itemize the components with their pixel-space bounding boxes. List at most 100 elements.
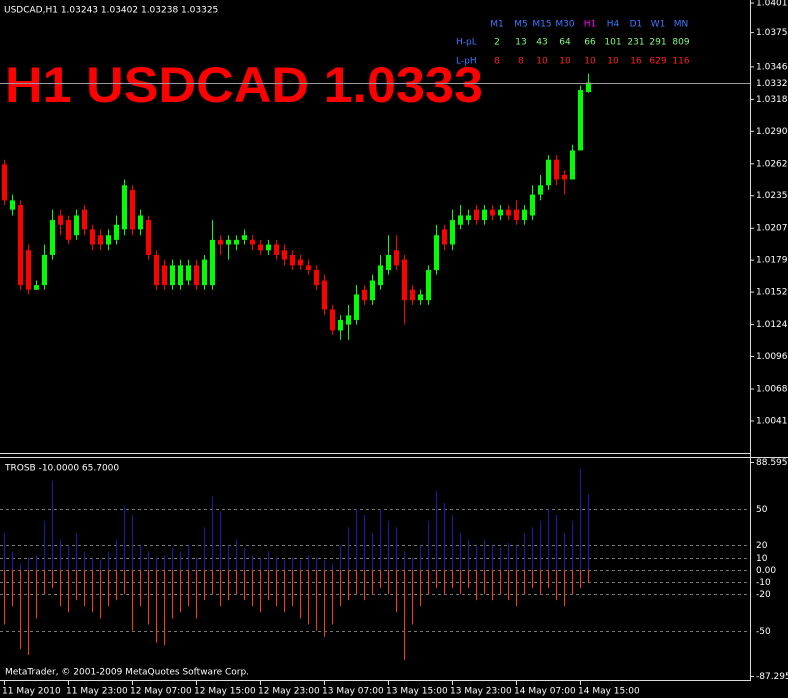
price-label-bg bbox=[752, 77, 788, 90]
candle-body bbox=[586, 82, 591, 93]
candle-body bbox=[458, 215, 463, 225]
candle-body bbox=[354, 294, 359, 320]
candle-body bbox=[58, 215, 63, 225]
table-cell: 101 bbox=[604, 38, 621, 48]
candle-body bbox=[386, 254, 391, 271]
footer: MetaTrader, © 2001-2009 MetaQuotes Softw… bbox=[5, 668, 249, 678]
table-cell: 116 bbox=[672, 57, 689, 67]
candle-body bbox=[522, 209, 527, 221]
x-tick-label: 14 May 07:00 bbox=[514, 687, 576, 697]
candle-body bbox=[82, 209, 87, 230]
candle-body bbox=[450, 220, 455, 245]
table-header: W1 bbox=[651, 20, 666, 30]
y-tick-label: -50 bbox=[756, 627, 771, 637]
candle-body bbox=[490, 209, 495, 216]
candle-body bbox=[162, 265, 167, 286]
candle-body bbox=[538, 185, 543, 195]
candle-body bbox=[114, 224, 119, 240]
chart-title: USDCAD,H1 1.03243 1.03402 1.03238 1.0332… bbox=[4, 6, 218, 16]
candle-body bbox=[402, 259, 407, 301]
candle-body bbox=[554, 159, 559, 180]
candle-body bbox=[418, 294, 423, 301]
y-tick-label: 1.00965 bbox=[756, 352, 788, 362]
table-cell: 10 bbox=[584, 57, 596, 67]
candle-body bbox=[242, 235, 247, 240]
y-tick-label: 20 bbox=[756, 541, 768, 551]
candle-body bbox=[298, 259, 303, 266]
y-tick-label: 1.01795 bbox=[756, 256, 788, 266]
y-tick-label: -87.295 bbox=[756, 672, 788, 682]
x-tick-label: 11 May 2010 bbox=[2, 687, 61, 697]
candle-body bbox=[498, 209, 503, 216]
candle-body bbox=[546, 159, 551, 186]
table-cell: 10 bbox=[559, 57, 571, 67]
y-tick-label: 10 bbox=[756, 554, 768, 564]
candle-body bbox=[338, 319, 343, 331]
candle-body bbox=[322, 280, 327, 310]
candle-body bbox=[154, 254, 159, 286]
candle-body bbox=[178, 265, 183, 286]
table-cell: 13 bbox=[515, 38, 526, 48]
y-tick-label: 1.03180 bbox=[756, 95, 788, 105]
y-tick-label: 1.02625 bbox=[756, 159, 788, 169]
x-tick-label: 11 May 23:00 bbox=[66, 687, 128, 697]
candle-body bbox=[362, 289, 367, 301]
candle-body bbox=[370, 280, 375, 301]
candle-body bbox=[290, 254, 295, 266]
candle-body bbox=[466, 215, 471, 221]
y-tick-label: -10 bbox=[756, 578, 771, 588]
annotation: H1 USDCAD 1.0333 bbox=[5, 57, 483, 113]
x-tick-label: 14 May 15:00 bbox=[578, 687, 640, 697]
table-cell: 291 bbox=[649, 38, 666, 48]
table-header: M5 bbox=[514, 20, 528, 30]
candle-body bbox=[50, 220, 55, 255]
candle-body bbox=[42, 254, 47, 286]
candle-body bbox=[570, 150, 575, 180]
y-tick-label: 1.02350 bbox=[756, 191, 788, 201]
candle-body bbox=[130, 189, 135, 230]
table-cell: 231 bbox=[627, 38, 644, 48]
candle-body bbox=[98, 235, 103, 245]
price-label: 1.03325 bbox=[756, 79, 788, 89]
candle-body bbox=[250, 239, 255, 245]
candle-body bbox=[10, 200, 15, 210]
y-tick-label: 1.03460 bbox=[756, 62, 788, 72]
candle-body bbox=[234, 239, 239, 245]
y-tick-label: 1.00685 bbox=[756, 385, 788, 395]
candle-body bbox=[66, 220, 71, 240]
candle-body bbox=[146, 220, 151, 255]
table-cell: 8 bbox=[494, 57, 500, 67]
candle-body bbox=[426, 270, 431, 301]
candle-body bbox=[106, 235, 111, 245]
table-cell: 16 bbox=[630, 57, 642, 67]
y-tick-label: 50 bbox=[756, 505, 768, 515]
candle-body bbox=[194, 265, 199, 286]
table-header: H1 bbox=[584, 20, 597, 30]
candle-body bbox=[122, 185, 127, 230]
x-tick-label: 13 May 15:00 bbox=[386, 687, 448, 697]
candle-body bbox=[578, 90, 583, 151]
table-cell: 10 bbox=[536, 57, 548, 67]
candle-body bbox=[202, 259, 207, 286]
candle-body bbox=[282, 250, 287, 260]
x-tick-label: 12 May 07:00 bbox=[130, 687, 192, 697]
candle-body bbox=[266, 244, 271, 251]
table-cell: 64 bbox=[559, 38, 571, 48]
table-cell: 10 bbox=[607, 57, 619, 67]
candle-body bbox=[170, 265, 175, 286]
y-tick-label: 1.00410 bbox=[756, 416, 788, 426]
table-header: MN bbox=[674, 20, 689, 30]
candle-body bbox=[258, 244, 263, 251]
candle-body bbox=[442, 229, 447, 245]
table-cell: 809 bbox=[672, 38, 689, 48]
candle-body bbox=[274, 244, 279, 255]
candle-body bbox=[74, 215, 79, 236]
y-tick-label: 1.02905 bbox=[756, 127, 788, 137]
x-tick-label: 12 May 15:00 bbox=[194, 687, 256, 697]
y-tick-label: 88.595 bbox=[756, 458, 788, 468]
indicator-title: TROSB -10.0000 65.7000 bbox=[4, 464, 119, 474]
table-row-label: L-pH bbox=[456, 57, 477, 67]
table-cell: 66 bbox=[584, 38, 596, 48]
